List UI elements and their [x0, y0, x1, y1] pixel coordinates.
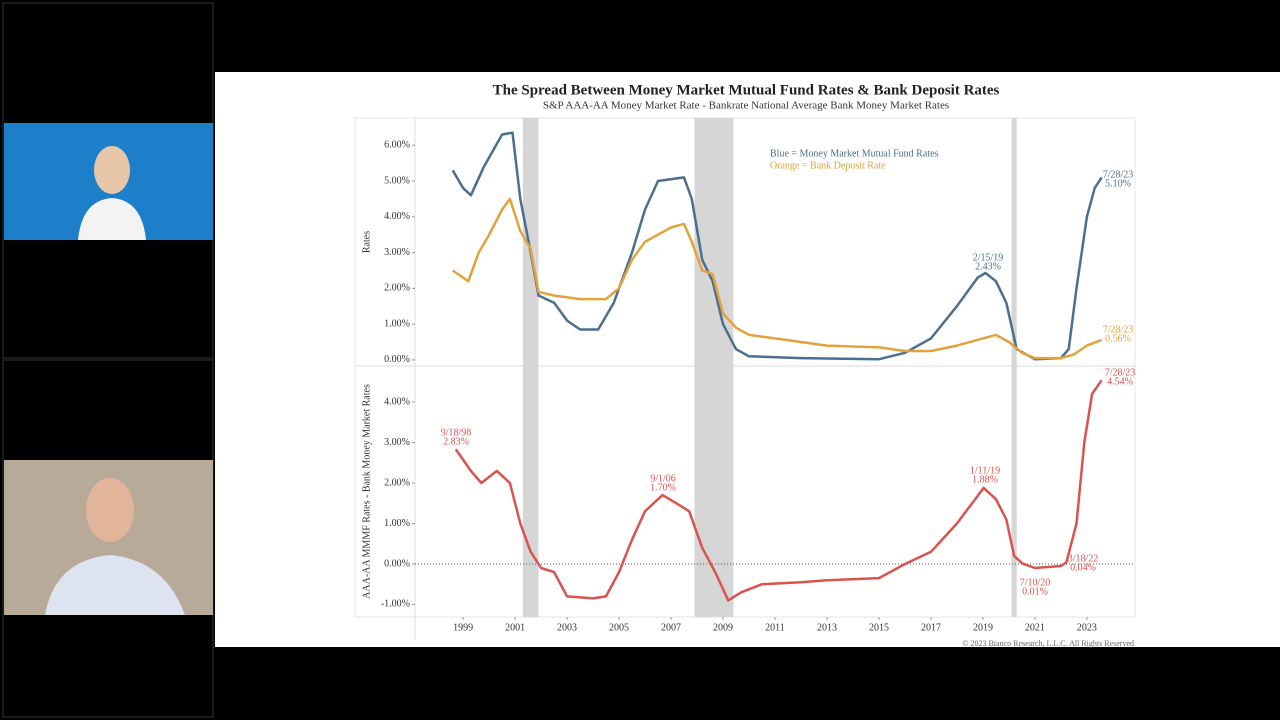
series-line: [454, 379, 1103, 602]
y-tick-label: 5.00%: [384, 175, 410, 186]
person-body: [45, 555, 185, 615]
annotation-value: 0.56%: [1105, 333, 1131, 344]
plot-frame: [354, 117, 1136, 618]
annotation-value: 5.10%: [1105, 178, 1131, 189]
person-face: [94, 146, 130, 194]
recession-band: [522, 118, 539, 617]
copyright: © 2023 Bianco Research, L.L.C. All Right…: [962, 639, 1134, 648]
annotation-date: 7/28/23: [1103, 324, 1134, 335]
x-tick-label: 2003: [557, 622, 577, 633]
x-tick-label: 2013: [817, 622, 837, 633]
recession-band: [694, 118, 734, 617]
x-tick-label: 2021: [1025, 622, 1045, 633]
y-tick-label: 4.00%: [384, 396, 410, 407]
x-tick-label: 2007: [661, 622, 681, 633]
y-tick-label: -1.00%: [381, 599, 410, 610]
annotation-date: 3/18/22: [1068, 553, 1099, 564]
y-tick-label: 2.00%: [384, 283, 410, 294]
chart-title: The Spread Between Money Market Mutual F…: [493, 82, 1000, 98]
annotation-value: 2.43%: [975, 261, 1001, 272]
annotation-date: 9/1/06: [650, 473, 676, 484]
series-line: [451, 197, 1103, 360]
legend-entry: Blue = Money Market Mutual Fund Rates: [770, 148, 939, 159]
annotation-value: 0.04%: [1070, 562, 1096, 573]
legend-entry: Orange = Bank Deposit Rate: [770, 160, 886, 171]
x-tick-label: 2023: [1077, 622, 1097, 633]
x-tick-label: 2019: [973, 622, 993, 633]
annotation-date: 7/10/20: [1020, 577, 1051, 588]
y-tick-label: 6.00%: [384, 139, 410, 150]
annotation-value: 2.83%: [443, 436, 469, 447]
x-tick-label: 2005: [609, 622, 629, 633]
annotation-date: 2/15/19: [973, 252, 1004, 263]
y-tick-label: 4.00%: [384, 211, 410, 222]
annotation-date: 7/28/23: [1103, 169, 1134, 180]
x-tick-label: 2009: [713, 622, 733, 633]
annotation-date: 7/28/23: [1105, 367, 1136, 378]
y-tick-label: 3.00%: [384, 247, 410, 258]
y-tick-label: 0.00%: [384, 354, 410, 365]
x-tick-label: 1999: [453, 622, 473, 633]
y-tick-label: 2.00%: [384, 477, 410, 488]
x-tick-label: 2001: [505, 622, 525, 633]
y-tick-label: 3.00%: [384, 437, 410, 448]
y-tick-label: 0.00%: [384, 558, 410, 569]
y-axis-label: Rates: [361, 231, 372, 253]
y-tick-label: 1.00%: [384, 318, 410, 329]
recession-band: [1011, 118, 1017, 617]
annotation-value: 1.88%: [972, 474, 998, 485]
annotation-value: 0.01%: [1022, 586, 1048, 597]
x-tick-label: 2011: [765, 622, 785, 633]
annotation-value: 4.54%: [1107, 376, 1133, 387]
x-tick-label: 2015: [869, 622, 889, 633]
chart-subtitle: S&P AAA-AA Money Market Rate - Bankrate …: [543, 100, 949, 112]
person-face: [86, 478, 134, 542]
person-body: [78, 198, 146, 240]
annotation-date: 1/11/19: [970, 465, 1000, 476]
y-tick-label: 1.00%: [384, 518, 410, 529]
annotation-value: 1.70%: [650, 482, 676, 493]
x-tick-label: 2017: [921, 622, 941, 633]
annotation-date: 9/18/98: [441, 427, 472, 438]
y-axis-label: AAA-AA MMMF Rates - Bank Money Market Ra…: [361, 384, 372, 599]
